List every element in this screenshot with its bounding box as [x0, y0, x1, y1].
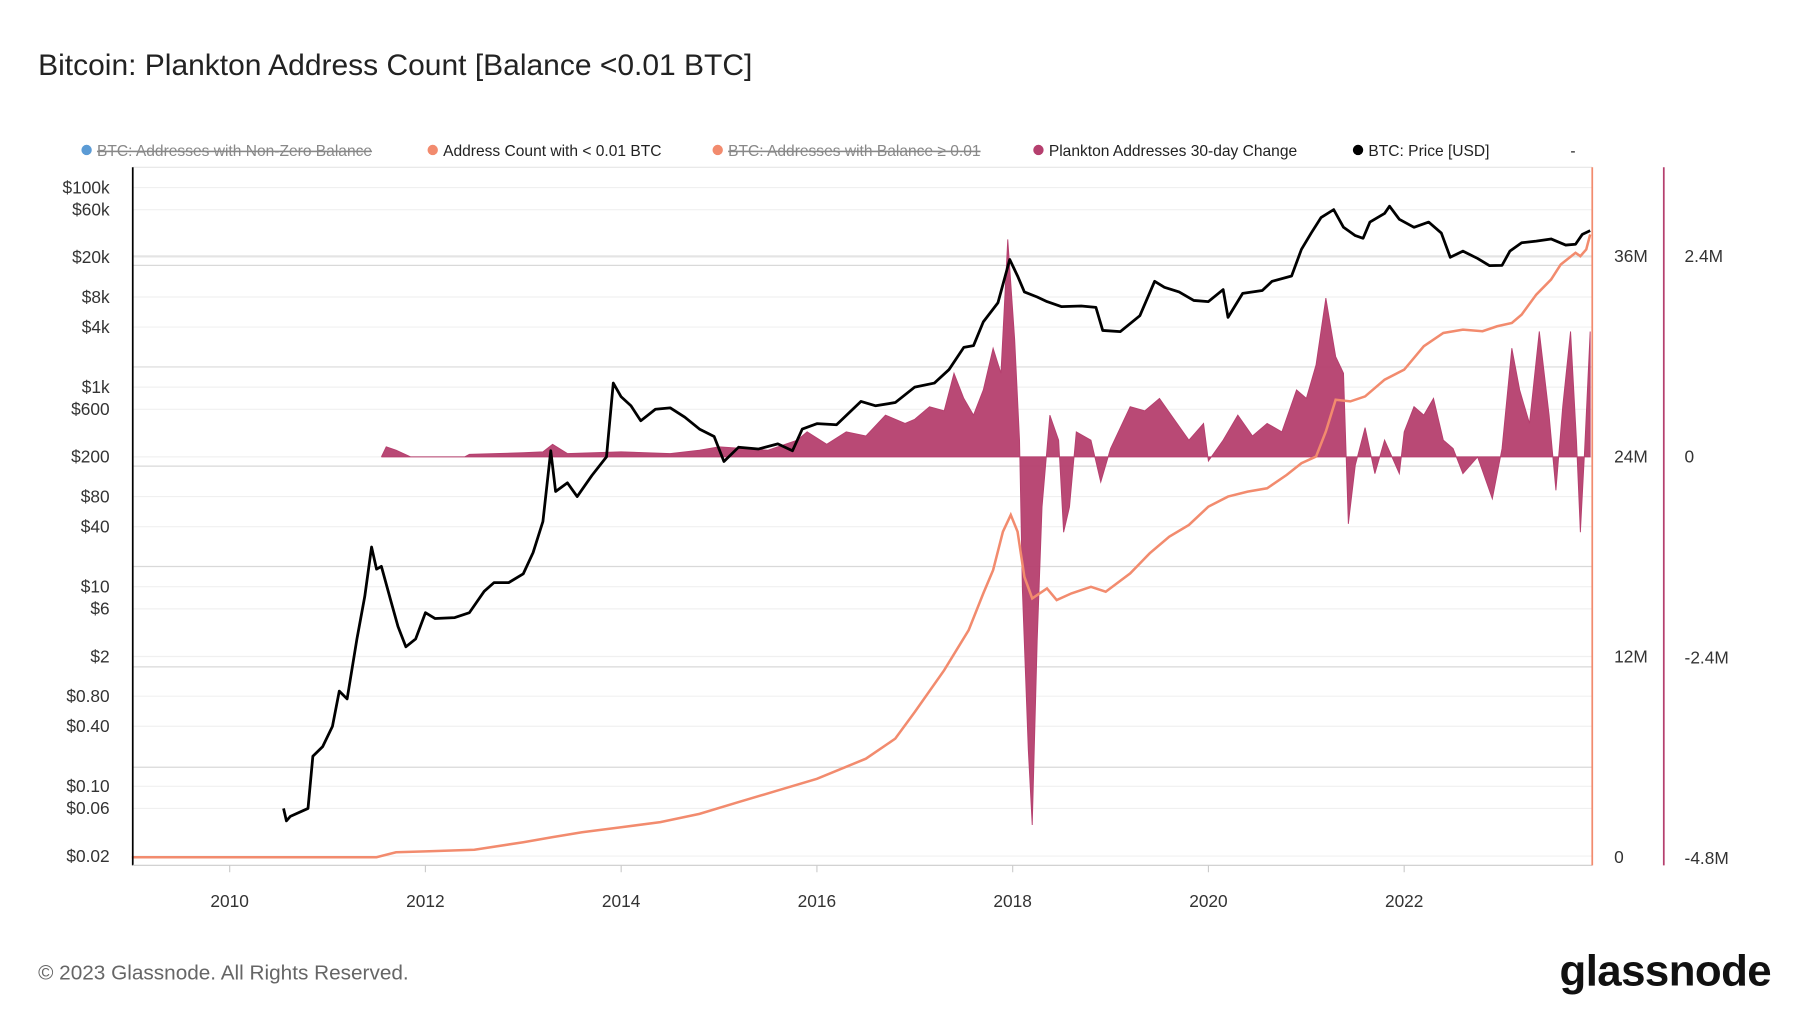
y-left-tick-label: $20k [72, 247, 110, 267]
series-plankton-count-line [131, 234, 1592, 859]
series-layer [131, 204, 1592, 859]
y-left-tick-label: $4k [82, 317, 110, 337]
y-left-tick-label: $1k [82, 377, 110, 397]
series-plankton-30d-change-area [380, 239, 1591, 825]
y-left-tick-label: $0.80 [66, 686, 109, 706]
y-left-tick-label: $8k [82, 287, 110, 307]
y-right2-tick-label: -4.8M [1685, 848, 1729, 868]
y-right2-tick-label: 0 [1685, 447, 1695, 467]
legend-marker-icon [427, 144, 438, 156]
y-right1-tick-label: 0 [1614, 847, 1624, 867]
y-left-tick-label: $2 [90, 646, 109, 666]
y-left-tick-label: $6 [90, 599, 109, 619]
y-right2-tick-label: -2.4M [1685, 647, 1729, 667]
legend-item[interactable]: - [1570, 143, 1575, 160]
y-left-tick-label: $40 [81, 516, 110, 536]
legend-item[interactable]: Address Count with < 0.01 BTC [443, 143, 661, 160]
legend-marker-icon [712, 144, 723, 156]
y-left-tick-label: $200 [71, 447, 109, 467]
x-tick-label: 2012 [406, 891, 444, 911]
chart-title: Bitcoin: Plankton Address Count [Balance… [38, 49, 752, 82]
legend: BTC: Addresses with Non-Zero Balance Addr… [81, 143, 1576, 160]
legend-marker-icon [81, 144, 92, 156]
y-left-tick-label: $60k [72, 199, 110, 219]
x-tick-label: 2014 [602, 891, 641, 911]
gridlines [132, 166, 1593, 857]
glassnode-logo: glassnode [1560, 946, 1772, 995]
y-left-tick-label: $0.06 [66, 798, 109, 818]
y-left-tick-label: $80 [81, 486, 110, 506]
y-right1-tick-label: 36M [1614, 246, 1648, 266]
y-left-tick-label: $0.02 [66, 846, 109, 866]
series-btc-price-line [282, 204, 1591, 823]
legend-item[interactable]: Plankton Addresses 30-day Change [1049, 143, 1297, 160]
copyright-footer: © 2023 Glassnode. All Rights Reserved. [38, 962, 409, 985]
x-tick-label: 2018 [993, 891, 1031, 911]
y-left-tick-label: $0.40 [66, 716, 109, 736]
legend-item[interactable]: BTC: Price [USD] [1368, 143, 1489, 160]
y-right2-tick-label: 2.4M [1685, 246, 1723, 266]
x-tick-label: 2016 [798, 891, 836, 911]
y-left-tick-label: $100k [63, 177, 110, 197]
y-right1-tick-label: 12M [1614, 647, 1648, 667]
axes: $100k$60k$20k$8k$4k$1k$600$200$80$40$10$… [63, 167, 1729, 911]
x-tick-label: 2022 [1385, 891, 1423, 911]
y-right1-tick-label: 24M [1614, 446, 1648, 466]
y-left-tick-label: $10 [81, 577, 110, 597]
legend-marker-icon [1352, 144, 1364, 156]
y-left-tick-label: $0.10 [66, 776, 109, 796]
legend-item[interactable]: BTC: Addresses with Balance ≥ 0.01 [728, 143, 980, 160]
legend-item[interactable]: BTC: Addresses with Non-Zero Balance [97, 143, 372, 160]
x-tick-label: 2010 [210, 891, 248, 911]
y-left-tick-label: $600 [71, 399, 109, 419]
legend-marker-icon [1033, 144, 1044, 156]
x-tick-label: 2020 [1189, 891, 1227, 911]
